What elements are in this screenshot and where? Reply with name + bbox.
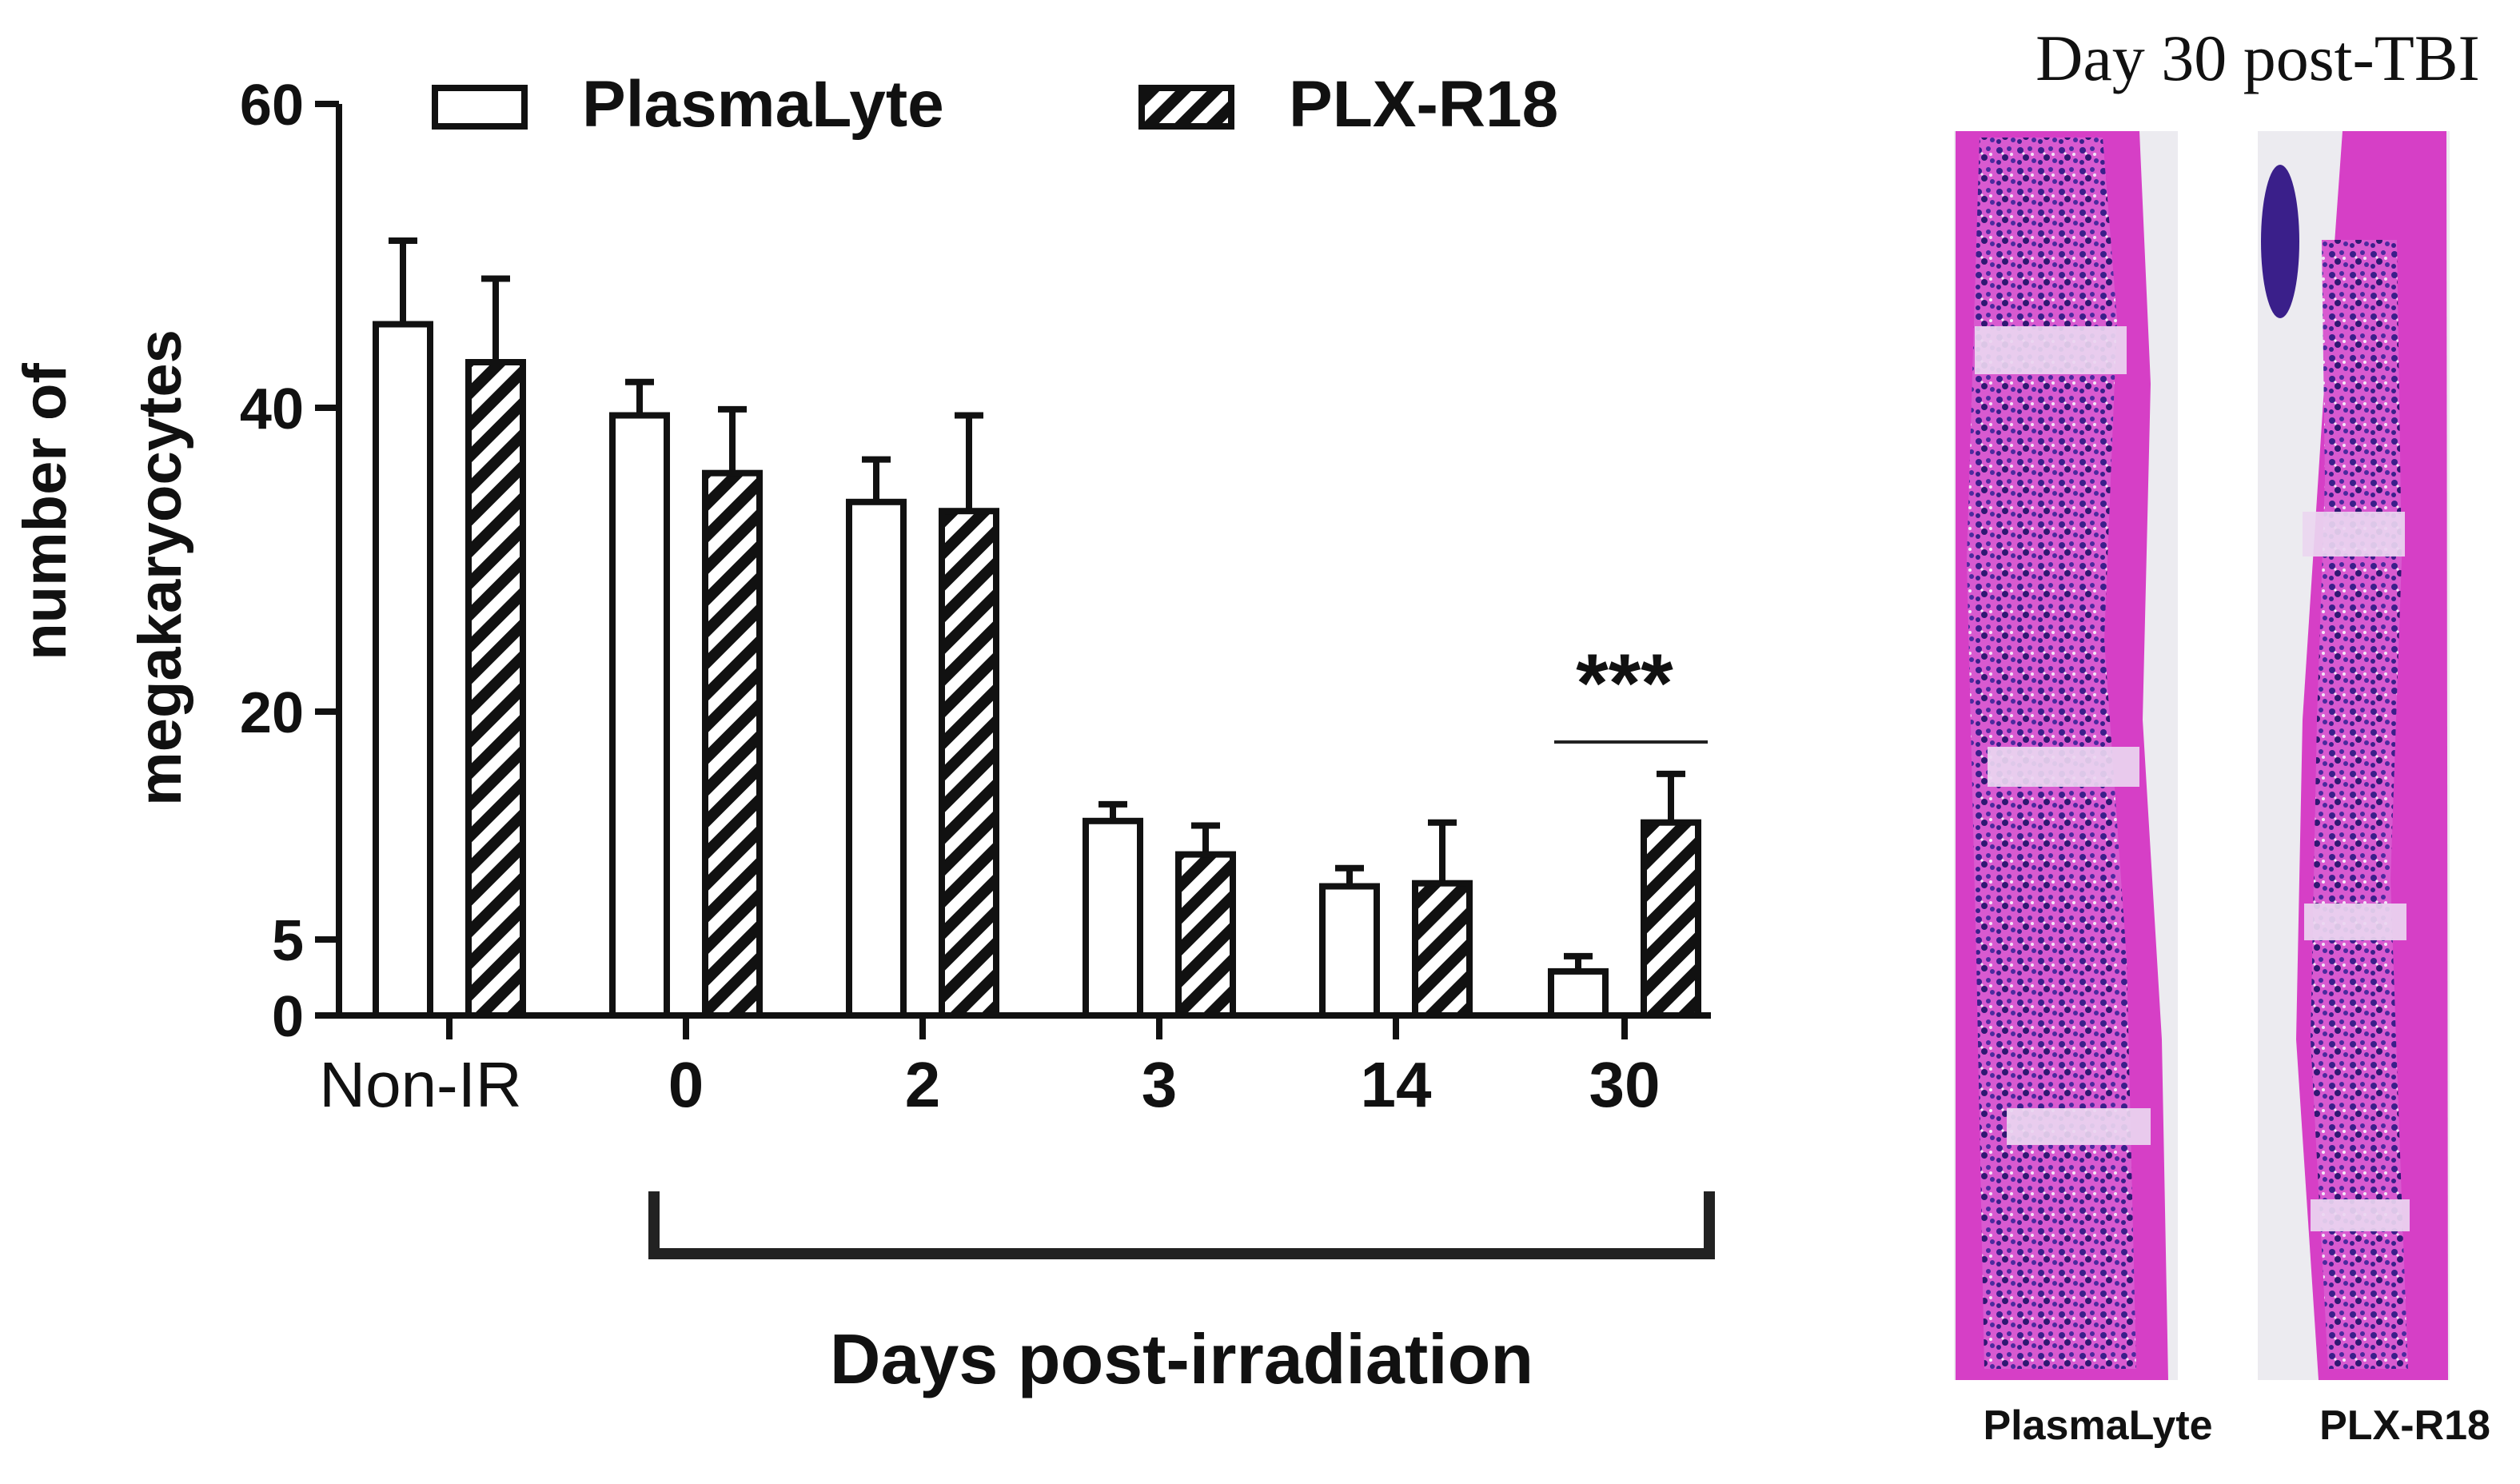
- y-axis-label-line1: number of: [11, 363, 79, 660]
- bar: [609, 412, 670, 1019]
- bar: [702, 469, 763, 1019]
- x-tick-label: 30: [1589, 1049, 1661, 1120]
- histology-section-plx-r18: [2258, 131, 2450, 1380]
- x-tick-label: 0: [668, 1049, 704, 1120]
- histology-section-plasmalyte: [1954, 131, 2178, 1380]
- y-axis-label-line2: megakaryocytes: [126, 329, 194, 806]
- histology-label-plasmalyte: PlasmaLyte: [1983, 1402, 2212, 1449]
- y-tick-label: 40: [240, 377, 304, 441]
- x-tick-labels: Non-IR 0 2 3 14 30: [319, 1049, 1660, 1120]
- legend-swatch-plasmalyte: [432, 85, 528, 130]
- days-bracket: [648, 1191, 1715, 1259]
- bar: [1175, 851, 1236, 1019]
- y-tick-label: 0: [272, 985, 304, 1049]
- x-axis-label: Days post-irradiation: [830, 1319, 1533, 1398]
- bar: [846, 498, 907, 1019]
- x-tick-label: 2: [905, 1049, 941, 1120]
- bar: [939, 508, 999, 1019]
- bar: [1412, 880, 1473, 1019]
- histology-label-plx-r18: PLX-R18: [2319, 1402, 2490, 1449]
- bar: [373, 321, 433, 1019]
- legend-label-plx-r18: PLX-R18: [1289, 68, 1558, 141]
- histology-title: Day 30 post-TBI: [2036, 22, 2480, 94]
- chart-axes: [315, 101, 1711, 1039]
- chart-bars: [373, 237, 1701, 1019]
- x-tick-label: Non-IR: [319, 1049, 521, 1120]
- bar: [1083, 817, 1143, 1019]
- y-tick-label: 60: [240, 74, 304, 138]
- legend-swatch-plx-r18: [1138, 85, 1234, 130]
- x-tick-label: 3: [1142, 1049, 1178, 1120]
- y-tick-label: 20: [240, 681, 304, 745]
- bar: [465, 359, 526, 1019]
- significance-stars: ***: [1576, 637, 1673, 730]
- bar: [1319, 883, 1380, 1019]
- legend: PlasmaLyte PLX-R18: [432, 68, 1558, 141]
- bar: [1641, 819, 1701, 1019]
- x-tick-label: 14: [1361, 1049, 1432, 1120]
- y-tick-labels: 0 5 20 40 60: [240, 74, 304, 1049]
- histology-panel: Day 30 post-TBI PlasmaLyte PLX-R18: [1954, 22, 2490, 1449]
- legend-label-plasmalyte: PlasmaLyte: [582, 68, 944, 141]
- significance-annotation: ***: [1554, 637, 1708, 744]
- bar: [1548, 967, 1609, 1019]
- y-tick-label: 5: [272, 909, 304, 973]
